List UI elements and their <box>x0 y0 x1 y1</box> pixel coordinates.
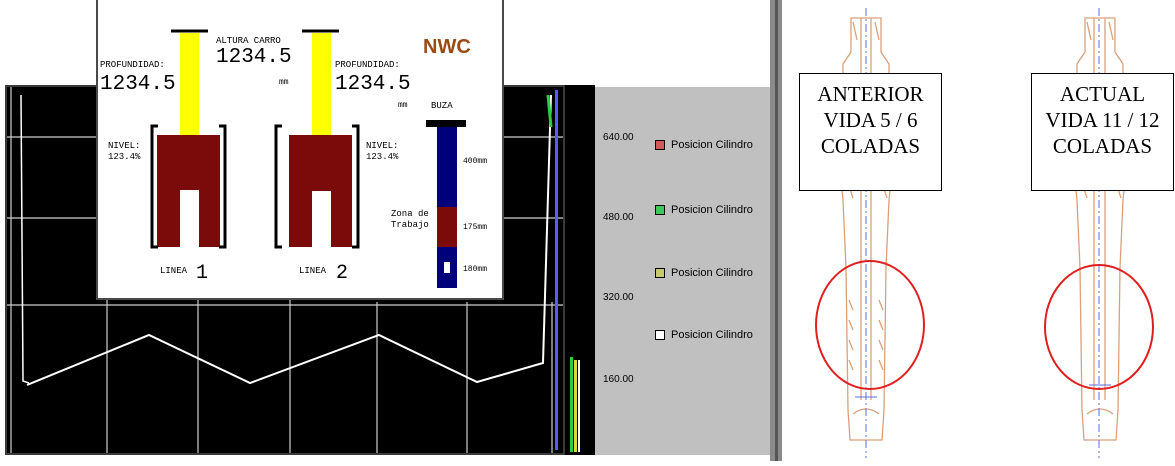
line2-label: LINEA <box>299 266 327 276</box>
line2-level-label: NIVEL: <box>366 141 399 151</box>
buza-working-zone <box>437 207 457 247</box>
window-divider-edge <box>775 0 778 461</box>
level-bar-yellow <box>574 360 577 452</box>
level-bar-white <box>578 360 580 452</box>
line2-depth-unit: mm <box>398 101 408 110</box>
line2-number: 2 <box>336 262 349 285</box>
buza-upper <box>437 127 457 207</box>
level-bar-green <box>570 357 573 452</box>
line1-depth-label: PROFUNDIDAD: <box>100 60 165 70</box>
line1-mold-level <box>180 135 199 190</box>
nozzle-drawing-svg <box>815 8 1154 458</box>
label-current-line3: COLADAS <box>1052 134 1153 158</box>
buza-mark: 180mm <box>463 265 488 274</box>
line1-bracket-right <box>219 124 227 249</box>
line2-depth-value: 1234.5 <box>335 73 411 96</box>
line2-bracket-left <box>274 124 282 249</box>
label-previous-line3: COLADAS <box>820 134 921 158</box>
trend-left-spike <box>20 94 30 384</box>
line2-mold-level <box>312 135 331 191</box>
label-box-current: ACTUAL VIDA 11 / 12 COLADAS <box>1031 73 1174 191</box>
line1-bracket-left <box>150 124 158 249</box>
trend-legend-panel: 640.00 480.00 320.00 160.00 Posicion Cil… <box>595 87 770 455</box>
legend-swatch <box>655 330 665 340</box>
line1-number: 1 <box>196 262 209 285</box>
carro-unit: mm <box>279 78 289 87</box>
legend-label: Posicion Cilindro <box>671 204 753 216</box>
legend-swatch <box>655 205 665 215</box>
legend-item[interactable]: Posicion Cilindro <box>655 267 753 279</box>
line2-mold-left <box>289 135 312 247</box>
line1-level-value: 123.4% <box>108 152 141 162</box>
legend-label: Posicion Cilindro <box>671 139 753 151</box>
line1-level-label: NIVEL: <box>108 141 141 151</box>
mold-graphics <box>150 29 466 288</box>
buza-top-bar <box>426 120 466 127</box>
brand-logo: NWC <box>423 36 471 58</box>
legend-label: Posicion Cilindro <box>671 329 753 341</box>
line2-depth-label: PROFUNDIDAD: <box>335 60 400 70</box>
legend-item[interactable]: Posicion Cilindro <box>655 139 753 151</box>
level-bar-blue <box>555 90 558 450</box>
wear-zone-circle-previous <box>815 260 925 390</box>
line2-bracket-right <box>352 124 360 249</box>
label-previous-line1: ANTERIOR <box>817 82 924 106</box>
trend-right-spike-green <box>546 94 553 128</box>
carro-value: 1234.5 <box>216 46 292 69</box>
trend-side-strip <box>555 85 595 455</box>
legend-item[interactable]: Posicion Cilindro <box>655 329 753 341</box>
line1-depth-value: 1234.5 <box>100 73 176 96</box>
ytick-label: 640.00 <box>603 132 634 143</box>
trend-line <box>26 94 552 386</box>
buza-mark: 400mm <box>463 157 488 166</box>
legend-swatch <box>655 268 665 278</box>
line1-label: LINEA <box>160 266 188 276</box>
label-previous-line2: VIDA 5 / 6 <box>823 108 918 132</box>
buza-zone-label: Trabajo <box>391 220 429 230</box>
buza-mark: 175mm <box>463 223 488 232</box>
legend-swatch <box>655 140 665 150</box>
nozzle-comparison-drawing: ANTERIOR VIDA 5 / 6 COLADAS ACTUAL VIDA … <box>783 0 1175 461</box>
label-current-line2: VIDA 11 / 12 <box>1045 108 1160 132</box>
wear-zone-circle-current <box>1044 264 1154 390</box>
carro-label: ALTURA CARRO <box>216 36 281 46</box>
buza-indicator <box>444 262 450 273</box>
label-current-line1: ACTUAL <box>1059 82 1146 106</box>
line1-mold-right <box>199 135 220 247</box>
line1-mold-left <box>157 135 180 247</box>
ytick-label: 160.00 <box>603 374 634 385</box>
line2-level-value: 123.4% <box>366 152 399 162</box>
buza-title: BUZA <box>431 101 453 111</box>
ytick-label: 480.00 <box>603 212 634 223</box>
legend-label: Posicion Cilindro <box>671 267 753 279</box>
buza-zone-label: Zona de <box>391 209 429 219</box>
ytick-label: 320.00 <box>603 292 634 303</box>
legend-item[interactable]: Posicion Cilindro <box>655 204 753 216</box>
line2-mold-right <box>331 135 352 247</box>
label-box-previous: ANTERIOR VIDA 5 / 6 COLADAS <box>799 73 942 191</box>
